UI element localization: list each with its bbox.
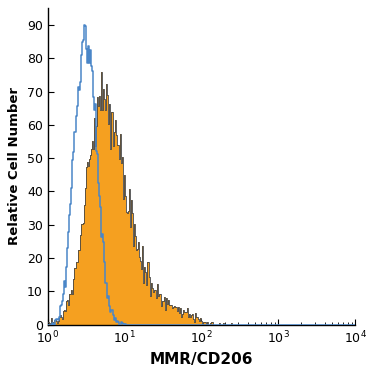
X-axis label: MMR/CD206: MMR/CD206 — [150, 352, 253, 367]
Polygon shape — [48, 72, 355, 325]
Y-axis label: Relative Cell Number: Relative Cell Number — [8, 87, 21, 246]
